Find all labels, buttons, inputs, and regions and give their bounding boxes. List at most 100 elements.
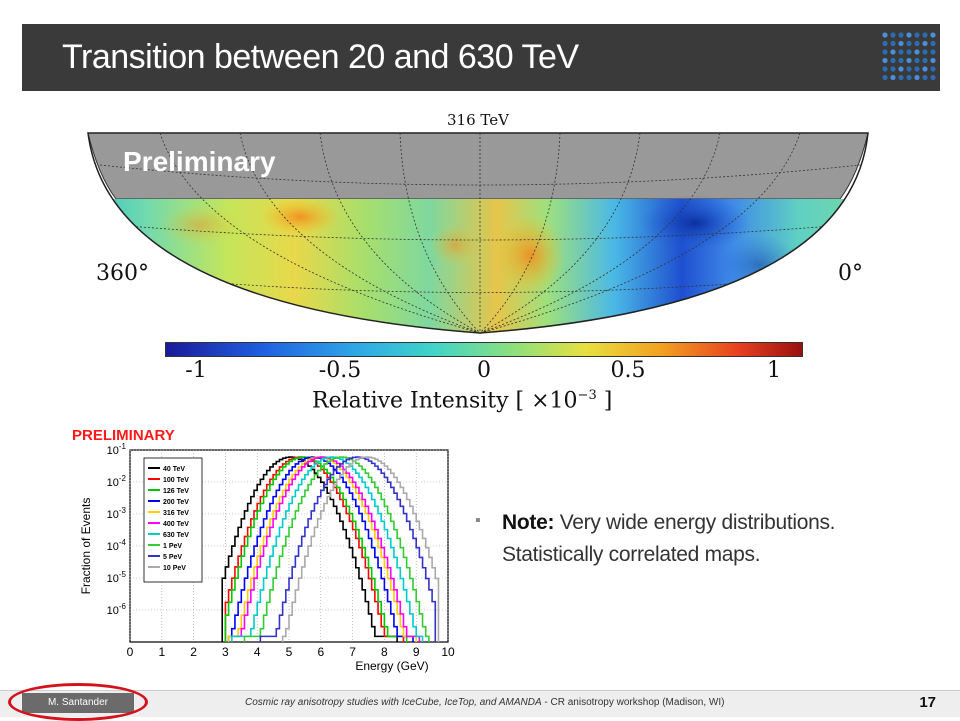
logo-dot <box>922 74 928 81</box>
logo-dot <box>890 49 896 55</box>
x-tick-label: 3 <box>222 645 229 659</box>
logo-dot <box>890 40 896 47</box>
map-energy-label: 316 TeV <box>447 111 509 129</box>
logo-dot <box>922 57 928 64</box>
x-tick-label: 7 <box>349 645 356 659</box>
series-line <box>230 456 421 642</box>
logo-dot <box>922 32 928 38</box>
y-tick-label: 10-3 <box>107 506 127 521</box>
logo-dot <box>922 49 928 55</box>
legend-label: 200 TeV <box>163 499 189 506</box>
logo-dot <box>882 49 888 55</box>
y-tick-label: 10-4 <box>107 538 127 553</box>
slide-footer: M. Santander Cosmic ray anisotropy studi… <box>0 683 960 721</box>
colorbar-tick: -0.5 <box>318 358 362 383</box>
logo-dot <box>882 32 888 38</box>
y-tick-label: 10-6 <box>107 602 127 617</box>
logo-dot <box>898 66 904 72</box>
x-tick-label: 4 <box>254 645 261 659</box>
logo-dot <box>890 66 896 72</box>
x-tick-label: 10 <box>441 645 455 659</box>
legend-label: 316 TeV <box>163 510 189 517</box>
logo-dot <box>882 57 888 64</box>
y-tick-label: 10-1 <box>107 442 127 457</box>
logo-dot <box>930 32 936 38</box>
legend-label: 10 PeV <box>163 565 186 572</box>
logo-dot <box>930 49 936 55</box>
logo-dot <box>890 57 896 64</box>
note-bold: Note: <box>502 511 555 534</box>
legend-label: 5 PeV <box>163 554 182 561</box>
x-tick-label: 9 <box>413 645 420 659</box>
logo-dot <box>906 74 912 81</box>
logo-dot <box>882 40 888 47</box>
footer-citation: Cosmic ray anisotropy studies with IceCu… <box>245 697 725 708</box>
series-line <box>259 456 437 642</box>
slide-title: Transition between 20 and 630 TeV <box>62 38 579 76</box>
logo-dot <box>890 32 896 38</box>
x-tick-label: 0 <box>127 645 134 659</box>
note-line1: Very wide energy distributions. <box>554 511 836 534</box>
logo-dot <box>930 40 936 47</box>
legend-label: 100 TeV <box>163 477 189 484</box>
legend-label: 1 PeV <box>163 543 182 550</box>
series-line <box>230 456 424 642</box>
series-line <box>281 456 440 642</box>
colorbar-tick: 0 <box>477 358 491 383</box>
logo-dot <box>906 49 912 55</box>
legend-label: 400 TeV <box>163 521 189 528</box>
chart-title: PRELIMINARY <box>72 427 175 444</box>
logo-dot <box>906 66 912 72</box>
slide-header: Transition between 20 and 630 TeV <box>22 24 940 91</box>
highlight-oval <box>8 683 148 721</box>
longitude-left-label: 360° <box>96 261 149 286</box>
colorbar-label: Relative Intensity [ ×10−3 ] <box>312 388 613 414</box>
page-number: 17 <box>919 694 936 711</box>
logo-dot <box>898 74 904 81</box>
logo-dot <box>922 66 928 72</box>
colorbar-tick: 1 <box>767 358 781 383</box>
sky-map <box>87 132 869 334</box>
longitude-right-label: 0° <box>838 261 863 286</box>
energy-distribution-chart: PRELIMINARY 0 1 2 3 4 5 6 7 8 9 10 10-1 10-2 10-3 10-4 1… <box>72 427 455 673</box>
y-tick-label: 10-5 <box>107 570 127 585</box>
colorbar <box>165 342 803 357</box>
logo-dot <box>914 66 920 72</box>
logo-dot <box>898 49 904 55</box>
note-line2: Statistically correlated maps. <box>502 543 761 566</box>
logo-dot <box>930 74 936 81</box>
logo-dot <box>882 74 888 81</box>
legend-label: 40 TeV <box>163 466 185 473</box>
logo-dot <box>882 66 888 72</box>
series-line <box>243 456 430 642</box>
logo-dot <box>914 74 920 81</box>
logo-dot <box>914 57 920 64</box>
x-tick-label: 2 <box>190 645 197 659</box>
x-tick-label: 8 <box>381 645 388 659</box>
colorbar-tick: 0.5 <box>610 358 646 383</box>
x-axis-label: Energy (GeV) <box>355 659 428 673</box>
y-tick-label: 10-2 <box>107 474 127 489</box>
x-tick-label: 6 <box>317 645 324 659</box>
preliminary-watermark: Preliminary <box>123 146 276 177</box>
logo-dot <box>898 32 904 38</box>
x-tick-label: 5 <box>286 645 293 659</box>
dot-grid-logo <box>882 32 936 81</box>
logo-dot <box>930 66 936 72</box>
logo-dot <box>930 57 936 64</box>
legend-label: 630 TeV <box>163 532 189 539</box>
note-text: Note: Very wide energy distributions. St… <box>502 507 836 571</box>
logo-dot <box>898 40 904 47</box>
y-axis-label: Fraction of Events <box>79 498 93 595</box>
bullet-icon: ▪ <box>475 512 481 529</box>
x-tick-label: 1 <box>158 645 165 659</box>
logo-dot <box>906 32 912 38</box>
logo-dot <box>890 74 896 81</box>
colorbar-tick: -1 <box>185 358 207 383</box>
logo-dot <box>906 57 912 64</box>
logo-dot <box>906 40 912 47</box>
logo-dot <box>914 49 920 55</box>
logo-dot <box>914 40 920 47</box>
logo-dot <box>898 57 904 64</box>
logo-dot <box>914 32 920 38</box>
